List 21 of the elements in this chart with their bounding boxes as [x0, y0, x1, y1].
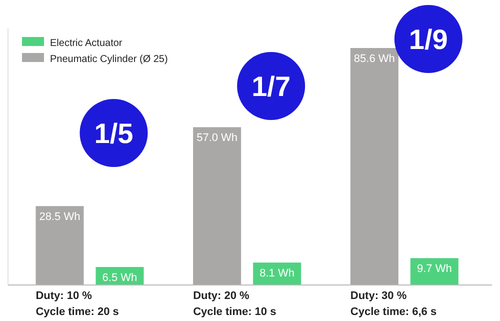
- bar: [36, 206, 84, 285]
- data-label: 85.6 Wh: [354, 53, 395, 65]
- circle-badge: 1/5: [80, 99, 148, 167]
- bar: [410, 258, 458, 285]
- legend-label: Electric Actuator: [50, 38, 123, 49]
- legend-label: Pneumatic Cylinder (Ø 25): [50, 54, 168, 65]
- x-tick-label: Duty: 10 % Cycle time: 20 s: [36, 290, 119, 318]
- x-tick-label: Duty: 20 % Cycle time: 10 s: [193, 290, 276, 318]
- circle-badge: 1/9: [394, 5, 462, 73]
- data-label: 57.0 Wh: [196, 132, 238, 144]
- data-label: 8.1 Wh: [260, 268, 294, 280]
- bar: [193, 127, 242, 285]
- annotation: 1/7: [252, 71, 291, 102]
- data-label: 6.5 Wh: [102, 272, 138, 284]
- data-label: 28.5 Wh: [39, 211, 80, 224]
- x-tick-label: Duty: 30 % Cycle time: 6,6 s: [350, 290, 437, 318]
- annotation: 1/5: [94, 118, 134, 149]
- data-label: 9.7 Wh: [416, 263, 452, 276]
- bar: [350, 48, 398, 285]
- circle-badge: 1/7: [237, 52, 306, 120]
- annotation: 1/9: [408, 24, 448, 55]
